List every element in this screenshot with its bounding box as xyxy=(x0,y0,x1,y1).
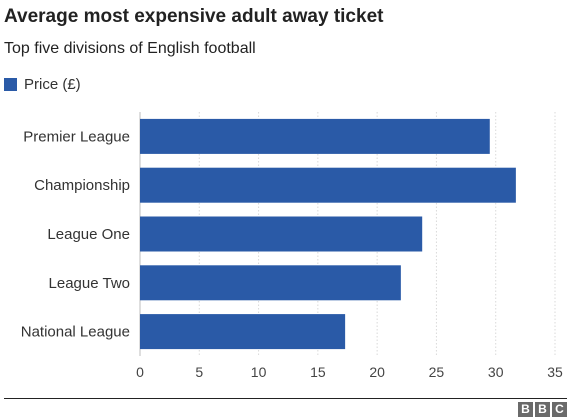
bar xyxy=(140,265,401,301)
bars xyxy=(140,118,516,350)
category-label: League One xyxy=(47,226,130,243)
logo-letter-1: B xyxy=(518,402,533,417)
legend-label: Price (£) xyxy=(24,76,81,93)
category-label: League Two xyxy=(49,275,130,292)
y-axis-labels: Premier League Championship League One Leag… xyxy=(21,128,130,340)
logo-letter-2: B xyxy=(535,402,550,417)
x-tick-label: 20 xyxy=(369,364,385,380)
x-tick-label: 25 xyxy=(429,364,445,380)
bbc-logo: B B C xyxy=(518,402,567,417)
category-label: Premier League xyxy=(23,128,130,145)
category-label: Championship xyxy=(34,177,130,194)
bar-chart: Premier League Championship League One Leag… xyxy=(21,112,563,380)
footer-divider xyxy=(4,398,567,399)
x-tick-label: 30 xyxy=(488,364,504,380)
bar xyxy=(140,167,516,203)
chart-legend: Price (£) xyxy=(4,76,81,93)
x-tick-label: 0 xyxy=(136,364,144,380)
chart-title: Average most expensive adult away ticket xyxy=(4,6,384,27)
bar xyxy=(140,314,346,350)
legend-swatch xyxy=(4,78,17,91)
x-tick-label: 5 xyxy=(195,364,203,380)
bar xyxy=(140,216,423,252)
bar xyxy=(140,118,490,154)
x-tick-label: 35 xyxy=(547,364,563,380)
x-axis-labels: 0 5 10 15 20 25 30 35 xyxy=(136,364,563,380)
chart-subtitle: Top five divisions of English football xyxy=(4,40,256,57)
category-label: National League xyxy=(21,324,130,341)
x-tick-label: 10 xyxy=(251,364,267,380)
x-tick-label: 15 xyxy=(310,364,326,380)
logo-letter-3: C xyxy=(552,402,567,417)
